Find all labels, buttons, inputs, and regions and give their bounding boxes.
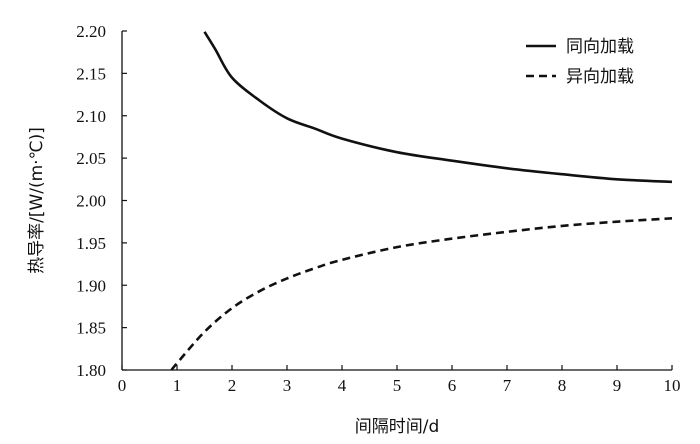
- y-tick-label: 1.80: [76, 361, 106, 380]
- y-tick-label: 2.20: [76, 22, 106, 41]
- y-tick-label: 1.85: [76, 319, 106, 338]
- legend-label: 同向加载: [566, 37, 634, 57]
- x-tick-label: 7: [503, 376, 512, 395]
- x-tick-label: 1: [173, 376, 182, 395]
- x-tick-label: 6: [448, 376, 457, 395]
- x-tick-label: 10: [664, 376, 681, 395]
- series-line-dashed: [170, 217, 673, 371]
- y-tick-label: 2.00: [76, 192, 106, 211]
- y-axis-title: 热导率/[W/(m·℃)]: [27, 127, 47, 274]
- x-tick-label: 4: [338, 376, 347, 395]
- x-tick-label: 0: [118, 376, 127, 395]
- y-tick-label: 1.90: [76, 276, 106, 295]
- x-tick-label: 8: [558, 376, 567, 395]
- y-ticks: 1.80 1.85 1.90 1.95 2.00 2.05 2.10 2.15 2.20: [76, 22, 127, 380]
- series-line-solid: [203, 31, 673, 184]
- y-tick-label: 2.10: [76, 107, 106, 126]
- y-tick-label: 2.15: [76, 64, 106, 83]
- legend-label: 异向加载: [566, 67, 634, 87]
- series-layer: [170, 31, 673, 371]
- x-tick-label: 5: [393, 376, 402, 395]
- x-axis-title: 间隔时间/d: [355, 417, 440, 437]
- x-tick-label: 3: [283, 376, 292, 395]
- y-tick-label: 1.95: [76, 234, 106, 253]
- x-tick-label: 9: [613, 376, 622, 395]
- y-tick-label: 2.05: [76, 149, 106, 168]
- x-ticks: 0 1 2 3 4 5 6 7 8 9 10: [118, 365, 681, 395]
- x-tick-label: 2: [228, 376, 237, 395]
